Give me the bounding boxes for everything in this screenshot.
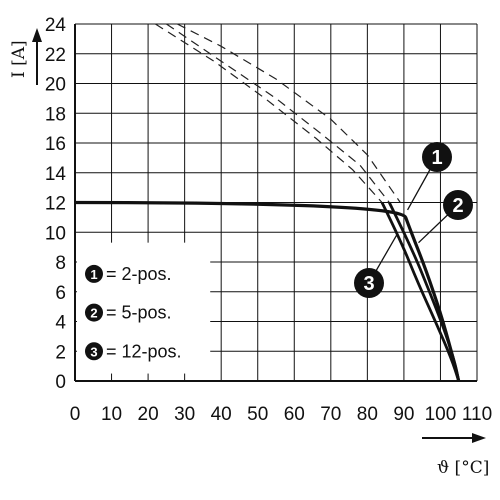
x-tick-label: 90	[393, 404, 414, 425]
y-tick-label: 4	[55, 313, 66, 334]
legend-label: = 2-pos.	[106, 264, 172, 284]
y-axis-arrow-head	[32, 28, 42, 42]
legend: 1 = 2-pos. 2 = 5-pos. 3 = 12-pos.	[77, 242, 211, 374]
series-line-3	[380, 201, 461, 382]
y-tick-label: 14	[45, 164, 67, 185]
y-tick-label: 6	[55, 283, 66, 304]
x-axis-label: ϑ [°C]	[437, 458, 489, 478]
y-tick-label: 22	[45, 45, 66, 66]
x-tick-label: 100	[425, 404, 457, 425]
x-tick-label: 110	[462, 404, 492, 425]
x-tick-label: 10	[101, 404, 122, 425]
x-tick-label: 0	[70, 404, 81, 425]
callout-badge	[443, 190, 473, 220]
legend-badge-number: 2	[90, 306, 97, 321]
callout-number: 3	[363, 273, 374, 295]
legend-badge-number: 3	[90, 344, 97, 359]
x-tick-label: 60	[284, 404, 305, 425]
legend-badge	[85, 342, 103, 361]
callout-number: 1	[431, 147, 442, 169]
y-axis-title-group: I [A]	[9, 28, 42, 85]
callout-badge	[354, 268, 384, 298]
series-layer	[74, 23, 461, 382]
callout-number: 2	[452, 195, 463, 217]
series-line-2	[388, 201, 461, 382]
series-line-dashed	[177, 23, 401, 203]
legend-badge-number: 1	[90, 267, 97, 282]
y-tick-label: 18	[45, 104, 66, 125]
grid	[74, 23, 478, 382]
legend-label: = 5-pos.	[106, 303, 172, 323]
x-tick-label: 80	[357, 404, 378, 425]
x-axis-arrow-head	[472, 433, 486, 443]
y-tick-label: 2	[55, 342, 66, 363]
y-tick-label: 16	[45, 134, 66, 155]
series-line-dashed	[155, 23, 383, 203]
legend-badge	[85, 303, 103, 322]
x-tick-label: 70	[320, 404, 341, 425]
x-tick-label: 20	[138, 404, 159, 425]
callouts: 1 2 3	[354, 142, 473, 298]
series-line-dashed	[166, 23, 390, 203]
x-axis-title-group: ϑ [°C]	[422, 433, 489, 478]
y-tick-label: 8	[55, 253, 66, 274]
x-tick-label: 30	[174, 404, 195, 425]
y-tick-label: 0	[55, 372, 66, 393]
tick-labels: 0 10 20 30 40 50 60 70 80 90 100 110024681012141618…	[45, 15, 492, 425]
y-tick-label: 20	[45, 75, 66, 96]
legend-badge	[85, 264, 103, 283]
x-tick-label: 40	[211, 404, 232, 425]
legend-label: = 12-pos.	[106, 341, 182, 361]
y-tick-label: 12	[45, 194, 66, 215]
x-tick-label: 50	[247, 404, 268, 425]
y-tick-label: 10	[45, 223, 66, 244]
callout-badge	[422, 142, 452, 172]
y-tick-label: 24	[45, 15, 67, 36]
y-axis-label: I [A]	[9, 40, 29, 78]
